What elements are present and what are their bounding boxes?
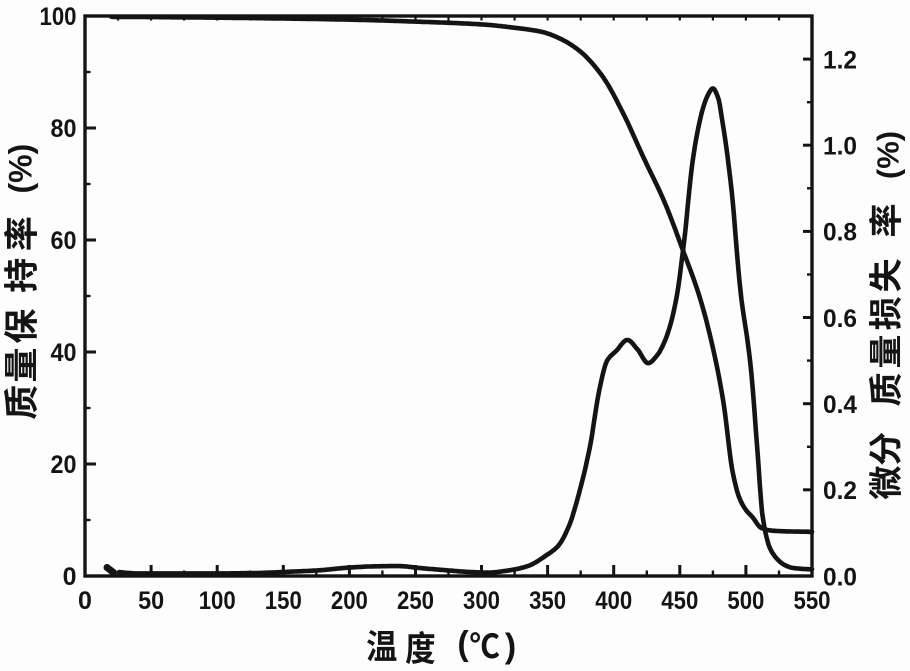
- svg-text:0.2: 0.2: [823, 477, 857, 505]
- svg-text:450: 450: [661, 587, 698, 615]
- svg-text:400: 400: [595, 587, 632, 615]
- svg-text:100: 100: [199, 587, 236, 615]
- svg-text:80: 80: [51, 115, 77, 143]
- svg-text:300: 300: [463, 587, 500, 615]
- svg-text:1.2: 1.2: [823, 46, 857, 74]
- svg-text:550: 550: [794, 587, 831, 615]
- svg-text:1.0: 1.0: [823, 133, 857, 161]
- svg-text:50: 50: [138, 587, 164, 615]
- svg-text:500: 500: [727, 587, 764, 615]
- svg-text:(%): (%): [3, 144, 39, 194]
- svg-text:60: 60: [51, 227, 77, 255]
- svg-text:): ): [505, 628, 516, 666]
- svg-text:0.0: 0.0: [823, 563, 857, 591]
- svg-text:40: 40: [51, 339, 77, 367]
- svg-text:350: 350: [529, 587, 566, 615]
- svg-text:100: 100: [40, 3, 77, 31]
- svg-text:(: (: [457, 625, 469, 663]
- svg-text:0.6: 0.6: [823, 305, 857, 333]
- svg-text:250: 250: [397, 587, 434, 615]
- svg-text:(%): (%): [871, 131, 906, 179]
- svg-text:0: 0: [63, 563, 77, 591]
- svg-text:20: 20: [51, 451, 77, 479]
- svg-text:0.4: 0.4: [823, 391, 857, 419]
- svg-text:200: 200: [331, 587, 368, 615]
- svg-text:150: 150: [265, 587, 302, 615]
- svg-text:0: 0: [78, 587, 92, 615]
- svg-text:0.8: 0.8: [823, 219, 857, 247]
